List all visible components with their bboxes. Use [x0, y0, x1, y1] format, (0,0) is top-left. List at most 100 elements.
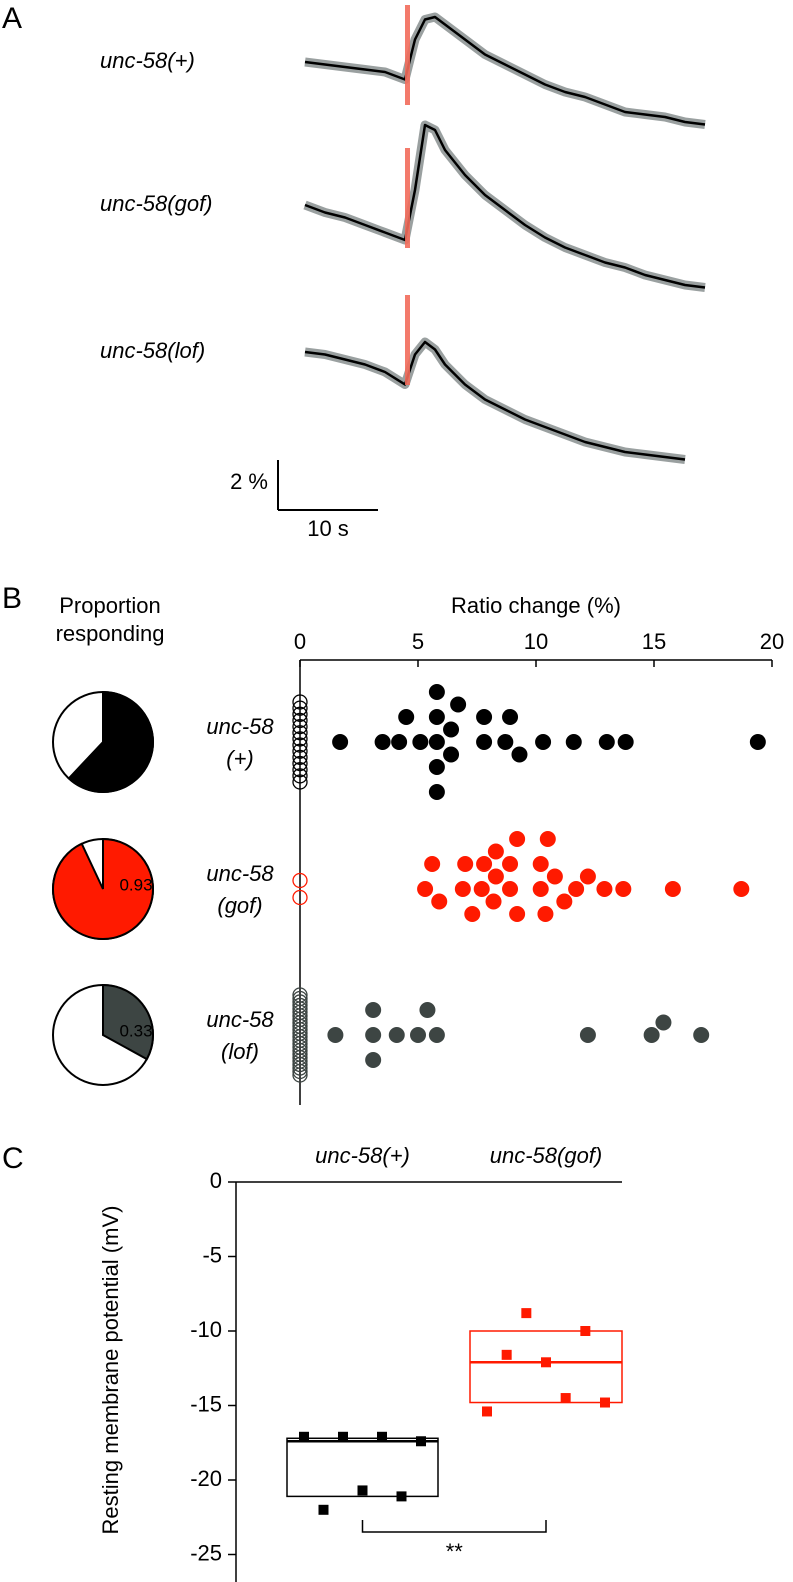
row-label: unc-58	[206, 861, 274, 886]
zero-point	[292, 768, 308, 784]
y-tick-label: -5	[202, 1242, 222, 1267]
stimulus	[405, 5, 410, 105]
data-point	[398, 709, 415, 725]
data-point	[497, 734, 514, 750]
data-point	[428, 684, 445, 700]
data-point	[428, 1027, 445, 1043]
scale-bar-y-label: 2 %	[230, 469, 268, 494]
data-point	[443, 721, 460, 738]
data-point	[532, 856, 549, 872]
category-label: unc-58(gof)	[490, 1143, 603, 1168]
zero-point	[292, 1063, 308, 1080]
data-point	[428, 709, 445, 725]
data-point	[410, 1027, 426, 1043]
category-label: unc-58(+)	[315, 1143, 410, 1168]
zero-point	[292, 755, 308, 772]
stimulus	[405, 295, 410, 385]
trace-error-band	[304, 337, 686, 464]
row-label: (+)	[226, 746, 254, 771]
data-point	[419, 1002, 436, 1018]
zero-point	[292, 725, 308, 741]
data-point	[502, 881, 519, 897]
data-point	[327, 1027, 344, 1043]
zero-point	[292, 1056, 308, 1073]
trace-label: unc-58(+)	[100, 48, 195, 73]
pie-value-label: 0.62	[119, 728, 152, 747]
box	[286, 1437, 439, 1498]
y-tick-label: -10	[190, 1317, 222, 1342]
y-tick-label: -15	[190, 1391, 222, 1416]
panel-label: A	[2, 2, 22, 35]
data-point	[539, 831, 556, 847]
data-point	[428, 759, 445, 775]
zero-point	[292, 694, 308, 710]
data-point	[541, 1357, 551, 1368]
data-point	[749, 734, 766, 750]
data-point	[476, 856, 493, 872]
zero-point	[292, 706, 308, 722]
data-point	[560, 1393, 571, 1404]
data-point	[476, 734, 493, 750]
data-point	[509, 831, 526, 847]
data-point	[565, 734, 582, 750]
data-point	[535, 734, 552, 750]
pie-slice	[102, 983, 154, 1061]
data-point	[365, 1052, 382, 1068]
data-point	[365, 1027, 382, 1043]
data-point	[396, 1491, 407, 1502]
x-tick-label: 15	[642, 629, 666, 654]
data-point	[391, 734, 408, 750]
data-point	[556, 893, 573, 910]
trace-label: unc-58(lof)	[100, 338, 205, 363]
data-point	[546, 868, 563, 885]
data-point	[600, 1397, 610, 1408]
data-point	[580, 1326, 591, 1336]
data-point	[655, 1014, 672, 1031]
data-point	[412, 734, 429, 750]
data-point	[357, 1485, 368, 1496]
data-point	[464, 906, 481, 922]
data-point	[501, 1349, 512, 1360]
zero-point	[292, 762, 308, 778]
row-label: (gof)	[217, 893, 262, 918]
scale-bar-x-label: 10 s	[307, 516, 349, 541]
zero-point	[292, 712, 308, 729]
pie-slice	[67, 690, 154, 793]
box	[469, 1330, 623, 1404]
y-tick-label: 0	[210, 1168, 222, 1193]
zero-point	[292, 700, 308, 716]
x-tick-label: 0	[294, 629, 306, 654]
data-point	[299, 1431, 309, 1442]
trace	[304, 340, 686, 461]
data-point	[416, 1436, 426, 1447]
data-point	[428, 734, 445, 750]
trace	[304, 123, 706, 289]
y-axis-title: Resting membrane potential (mV)	[98, 1206, 123, 1535]
y-tick-label: -25	[190, 1540, 222, 1565]
data-point	[521, 1308, 532, 1319]
data-point	[579, 1027, 596, 1043]
x-tick-label: 10	[524, 629, 548, 654]
zero-point	[292, 731, 308, 747]
pie-value-label: 0.33	[119, 1021, 152, 1040]
data-point	[428, 784, 445, 800]
zero-point	[292, 743, 308, 759]
x-tick-label: 5	[412, 629, 424, 654]
trace-label: unc-58(gof)	[100, 191, 213, 216]
data-point	[450, 696, 467, 713]
data-point	[388, 1027, 405, 1043]
zero-point	[292, 872, 308, 889]
data-point	[318, 1504, 329, 1515]
pie-slice	[52, 837, 154, 940]
zero-point	[292, 1060, 308, 1076]
panel-label: B	[2, 582, 22, 615]
zero-point	[292, 718, 308, 735]
zero-point	[292, 737, 308, 753]
data-point	[596, 881, 613, 897]
data-point	[487, 868, 504, 885]
row-label: unc-58	[206, 1007, 274, 1032]
pie-title: responding	[56, 621, 165, 646]
zero-point	[292, 889, 308, 906]
data-point	[509, 906, 526, 922]
